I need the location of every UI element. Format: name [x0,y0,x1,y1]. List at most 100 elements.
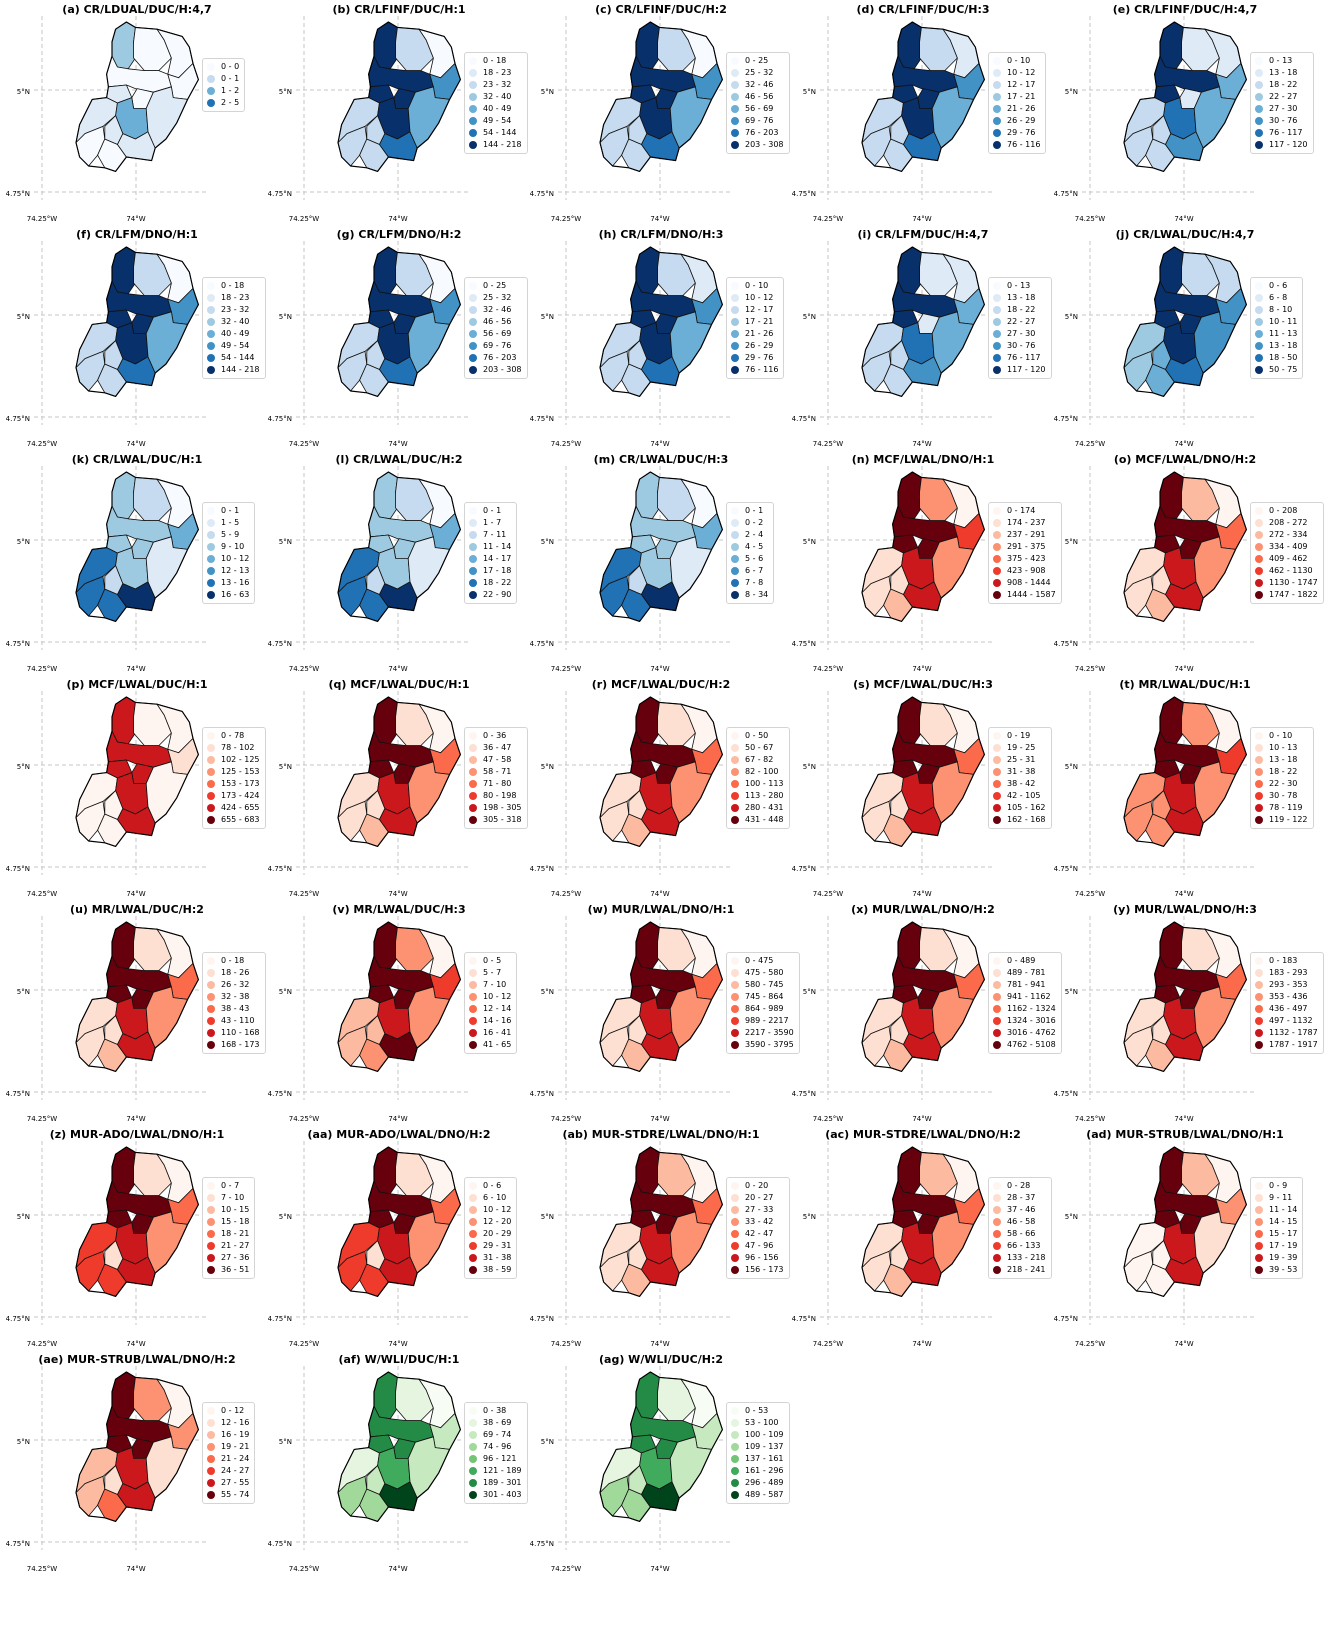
tick-label: 74°W [388,440,407,448]
legend-entry: 144 - 218 [469,139,522,151]
tick-label: 4.75°N [530,1315,554,1323]
map-regions [861,471,985,622]
panel-title: (w) MUR/LWAL/DNO/H:1 [587,903,735,916]
legend-swatch [1255,57,1263,65]
choropleth-map: 5°N 4.75°N 74.25°W 74°W [6,691,206,898]
legend-entry: 0 - 12 [207,1405,249,1417]
legend-label: 53 - 100 [745,1418,779,1427]
legend-label: 0 - 18 [221,281,245,290]
legend-swatch [993,816,1001,824]
legend-label: 133 - 218 [1007,1253,1046,1262]
legend-entry: 168 - 173 [207,1039,260,1051]
map-panel: 5°N 4.75°N 74.25°W 74°W (ad) MUR-STRUB/LWAL/… [1054,1127,1316,1360]
legend-swatch [993,507,1001,515]
map-region [366,790,386,820]
choropleth-map: 5°N 4.75°N 74.25°W 74°W [1054,241,1254,448]
legend-entry: 21 - 24 [207,1453,249,1465]
legend-label: 100 - 113 [745,779,784,788]
legend-entry: 1132 - 1787 [1255,1027,1318,1039]
tick-label: 74.25°W [289,215,320,223]
legend-label: 76 - 117 [1269,128,1303,137]
tick-label: 74.25°W [1075,665,1106,673]
legend-swatch [207,330,215,338]
legend-entry: 100 - 109 [731,1429,784,1441]
legend-swatch [207,768,215,776]
legend-swatch [207,555,215,563]
map-regions [599,246,723,397]
legend-label: 0 - 0 [221,62,240,71]
legend-label: 497 - 1132 [1269,1016,1313,1025]
map-panel: 5°N 4.75°N 74.25°W 74°W (t) MR/LWAL/DUC/H:1 0… [1054,677,1316,910]
legend-swatch [993,342,1001,350]
map-legend: 0 - 19 19 - 25 25 - 31 31 - 38 38 - 42 42 - 1… [988,727,1052,829]
legend-swatch [207,804,215,812]
legend-swatch [207,1005,215,1013]
legend-swatch [1255,1254,1263,1262]
legend-entry: 489 - 587 [731,1489,784,1501]
legend-entry: 30 - 76 [1255,115,1308,127]
tick-label: 74°W [1174,1340,1193,1348]
legend-entry: 0 - 183 [1255,955,1318,967]
legend-entry: 0 - 20 [731,1180,784,1192]
map-outline [75,1146,199,1297]
legend-entry: 153 - 173 [207,778,260,790]
map-region [104,565,124,595]
legend-label: 0 - 174 [1007,506,1036,515]
tick-label: 5°N [803,538,816,546]
panel-title: (t) MR/LWAL/DUC/H:1 [1119,678,1251,691]
legend-entry: 0 - 18 [469,55,522,67]
legend-entry: 18 - 21 [207,1228,249,1240]
legend-label: 47 - 96 [745,1241,774,1250]
legend-swatch [469,993,477,1001]
legend-swatch [469,1407,477,1415]
legend-entry: 14 - 15 [1255,1216,1297,1228]
legend-label: 14 - 16 [483,1016,512,1025]
legend-swatch [207,282,215,290]
legend-swatch [207,507,215,515]
map-region [366,1015,386,1045]
legend-swatch [207,87,215,95]
legend-entry: 119 - 122 [1255,814,1308,826]
legend-label: 655 - 683 [221,815,260,824]
choropleth-map: 5°N 4.75°N 74.25°W 74°W [792,916,992,1123]
legend-label: 13 - 16 [221,578,250,587]
legend-label: 1787 - 1917 [1269,1040,1318,1049]
legend-label: 5 - 7 [483,968,502,977]
legend-swatch [731,69,739,77]
legend-swatch [469,1041,477,1049]
tick-label: 4.75°N [6,1540,30,1548]
legend-swatch [731,1029,739,1037]
tick-label: 74.25°W [1075,890,1106,898]
choropleth-map: 5°N 4.75°N 74.25°W 74°W [792,16,992,223]
tick-label: 5°N [17,88,30,96]
tick-label: 5°N [17,763,30,771]
legend-swatch [731,768,739,776]
panel-title: (b) CR/LFINF/DUC/H:1 [332,3,466,16]
legend-entry: 462 - 1130 [1255,565,1318,577]
legend-swatch [469,507,477,515]
legend-entry: 12 - 17 [993,79,1040,91]
legend-entry: 0 - 10 [731,280,778,292]
legend-swatch [993,1218,1001,1226]
legend-swatch [993,1029,1001,1037]
tick-label: 74.25°W [27,1115,58,1123]
legend-entry: 29 - 76 [993,127,1040,139]
map-regions [599,1146,723,1297]
legend-label: 14 - 15 [1269,1217,1298,1226]
legend-swatch [207,75,215,83]
legend-swatch [207,1041,215,1049]
map-legend: 0 - 208 208 - 272 272 - 334 334 - 409 409 - … [1250,502,1324,604]
legend-swatch [731,993,739,1001]
tick-label: 74°W [912,1340,931,1348]
legend-entry: 0 - 19 [993,730,1046,742]
legend-swatch [1255,366,1263,374]
legend-label: 1747 - 1822 [1269,590,1318,599]
legend-entry: 96 - 156 [731,1252,784,1264]
legend-label: 30 - 76 [1007,341,1036,350]
legend-entry: 18 - 22 [993,304,1046,316]
choropleth-map: 5°N 4.75°N 74.25°W 74°W [530,466,730,673]
legend-entry: 71 - 80 [469,778,522,790]
legend-swatch [731,1467,739,1475]
legend-swatch [993,330,1001,338]
legend-entry: 0 - 28 [993,1180,1046,1192]
